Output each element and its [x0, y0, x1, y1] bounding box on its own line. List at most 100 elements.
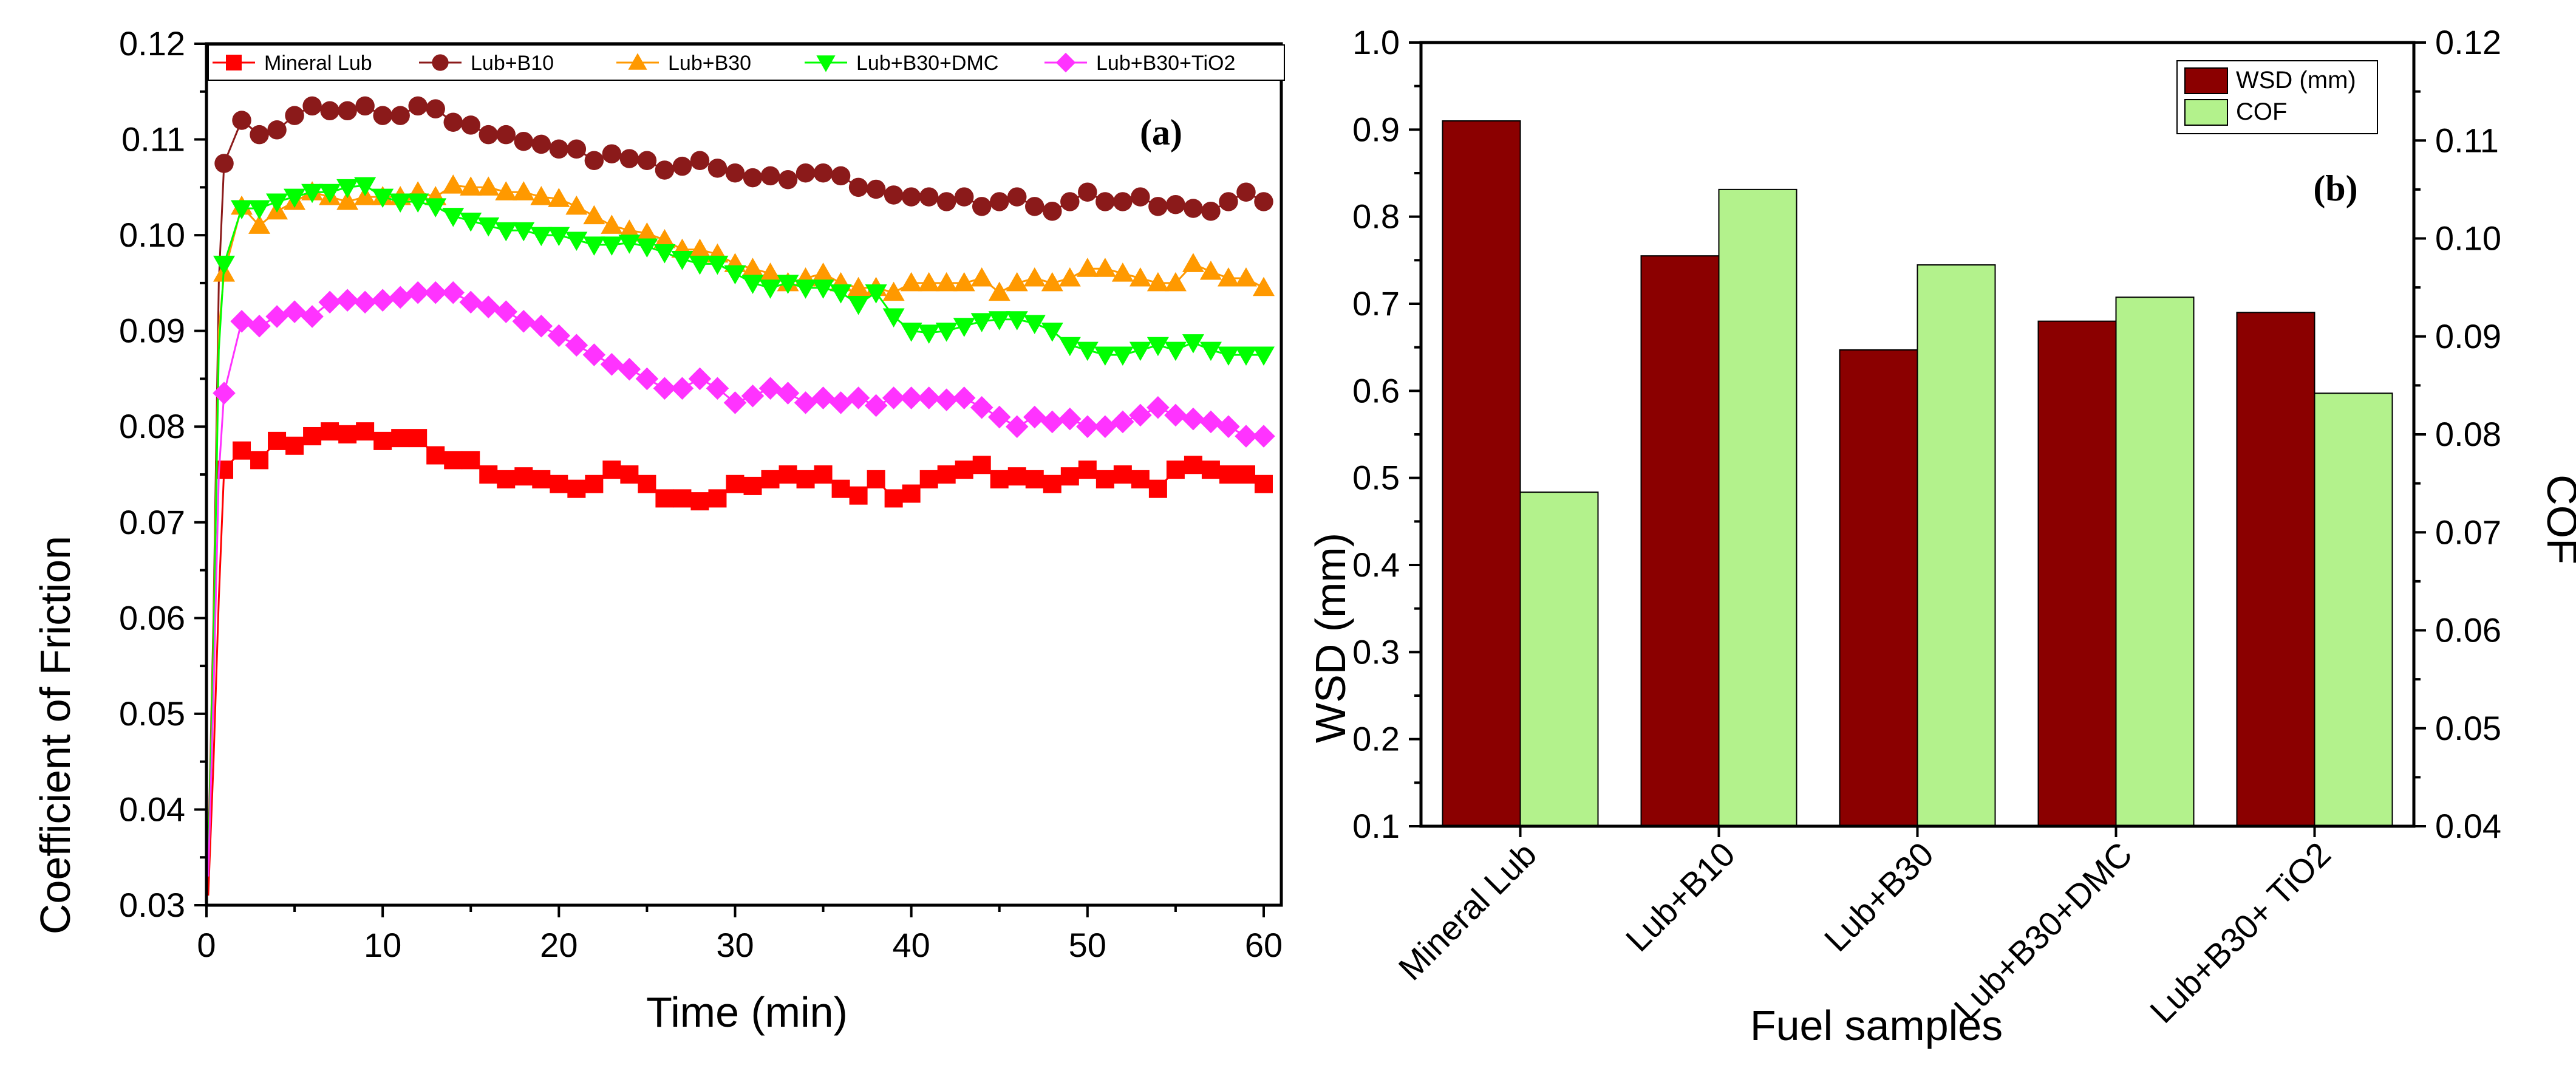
y-tick-label: 0.05 — [119, 694, 185, 733]
panel-b-bars: Mineral Lub Lub+B10 Lub+B30 Lub+B30+DMC Lub+… — [1391, 120, 2393, 1030]
data-point — [373, 106, 392, 125]
data-point — [285, 436, 304, 455]
data-point — [653, 244, 676, 264]
panel-b-ticks: 0.1 0.2 0.3 0.4 0.5 0.6 0.7 0.8 0.9 1.0 0.04 0.05 0.… — [1352, 23, 2501, 845]
data-point — [1164, 341, 1187, 361]
data-point — [1254, 474, 1273, 493]
y-tick-label-right: 0.11 — [2435, 121, 2499, 159]
data-point — [882, 308, 905, 328]
data-point — [1023, 315, 1046, 335]
legend-label: Lub+B30+DMC — [856, 52, 998, 75]
data-point — [406, 281, 429, 304]
panel-b-bar-chart: Mineral Lub Lub+B10 Lub+B30 Lub+B30+DMC Lub+… — [1307, 23, 2576, 1049]
y-tick-label-right: 0.05 — [2435, 709, 2501, 747]
bar-cof — [1917, 264, 1996, 827]
series-lub-b30-tio2 — [207, 281, 1275, 877]
data-point — [988, 311, 1010, 330]
legend-marker — [1055, 52, 1076, 73]
data-point — [917, 386, 941, 409]
data-point — [214, 154, 234, 173]
data-point — [1076, 258, 1099, 277]
data-point — [1148, 479, 1167, 498]
y-tick-label-right: 0.12 — [2435, 23, 2501, 61]
data-point — [1252, 346, 1275, 366]
data-point — [1217, 267, 1239, 287]
x-tick-label: 60 — [1245, 926, 1283, 964]
data-point — [1111, 262, 1134, 282]
data-point — [866, 179, 886, 199]
data-point — [548, 188, 570, 207]
data-point — [724, 265, 746, 285]
data-point — [462, 451, 480, 470]
series-line — [207, 292, 1264, 877]
data-point — [619, 149, 639, 168]
data-point — [989, 192, 1009, 211]
data-point — [513, 181, 535, 200]
data-point — [829, 391, 853, 414]
data-point — [442, 208, 465, 227]
data-point — [338, 101, 357, 121]
x-tick-label: 20 — [540, 926, 578, 964]
data-point — [1076, 415, 1099, 438]
data-point — [935, 272, 958, 292]
data-point — [848, 177, 868, 197]
data-point — [460, 176, 482, 196]
data-point — [847, 276, 870, 296]
data-point — [1147, 337, 1169, 357]
data-point — [495, 222, 517, 242]
data-point — [267, 120, 287, 140]
data-point — [1252, 425, 1275, 448]
y-tick-label-left: 0.6 — [1352, 371, 1400, 409]
data-point — [461, 115, 480, 135]
data-point — [689, 255, 711, 275]
data-point — [831, 166, 851, 186]
data-point — [952, 386, 976, 409]
data-point — [673, 489, 692, 508]
x-tick-label: 40 — [893, 926, 930, 964]
bar-wsd — [1442, 120, 1521, 827]
data-point — [688, 367, 712, 391]
data-point — [319, 183, 341, 204]
data-point — [233, 441, 251, 460]
data-point — [1235, 267, 1257, 287]
bar-cof — [1718, 188, 1797, 827]
data-point — [602, 144, 622, 163]
y-tick-label: 0.07 — [119, 503, 185, 541]
data-point — [653, 228, 676, 248]
data-point — [759, 262, 782, 282]
legend-swatch — [2184, 67, 2228, 94]
bar-wsd — [2037, 320, 2117, 827]
data-point — [884, 489, 903, 508]
data-point — [1043, 201, 1062, 221]
data-point — [390, 106, 410, 125]
data-point — [1094, 258, 1116, 277]
data-point — [1078, 461, 1097, 479]
y-tick-label-right: 0.04 — [2435, 807, 2501, 845]
data-point — [796, 163, 816, 183]
data-point — [477, 176, 500, 196]
series-line — [207, 184, 1264, 868]
data-point — [1219, 192, 1238, 211]
data-point — [655, 489, 674, 508]
data-point — [1007, 467, 1026, 486]
data-point — [618, 357, 641, 381]
data-point — [301, 305, 324, 328]
panel-b-y-axis-label-left: WSD (mm) — [1307, 533, 1354, 743]
data-point — [811, 386, 835, 409]
data-point — [794, 391, 817, 414]
data-point — [707, 159, 727, 178]
data-point — [1129, 341, 1151, 361]
data-point — [479, 465, 498, 484]
y-tick-label: 0.10 — [119, 216, 185, 254]
data-point — [302, 96, 322, 116]
data-point — [937, 465, 956, 484]
data-point — [1254, 192, 1273, 211]
x-tick-label: 0 — [197, 926, 216, 964]
y-tick-label-left: 0.9 — [1352, 110, 1400, 148]
y-tick-label-right: 0.08 — [2435, 415, 2501, 453]
legend-label: Mineral Lub — [264, 52, 372, 75]
panel-a-legend: Mineral Lub Lub+B10 Lub+B30 Lub+B30+DMC Lub+… — [208, 44, 1285, 81]
data-point — [672, 156, 692, 176]
x-tick-label: 10 — [364, 926, 401, 964]
data-point — [990, 470, 1009, 488]
